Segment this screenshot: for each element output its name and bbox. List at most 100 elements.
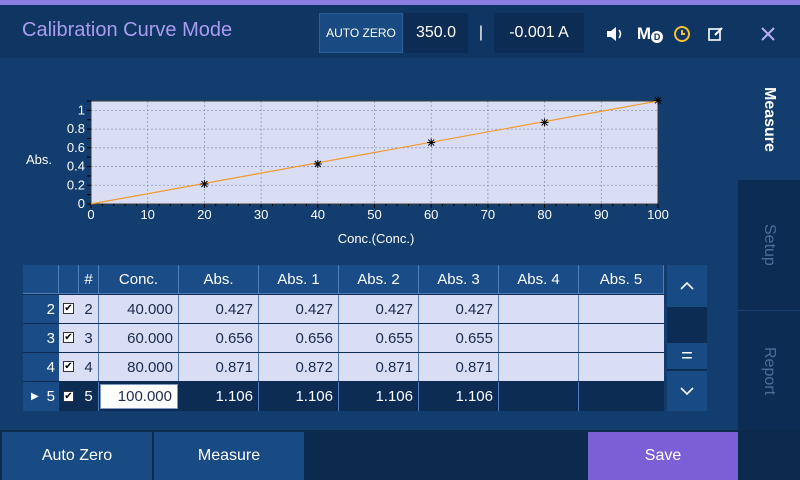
- x-tick-label: 0: [87, 207, 94, 222]
- x-tick-label: 80: [537, 207, 551, 222]
- cell-abs: 0.871: [179, 353, 259, 381]
- cell-abs: 0.427: [179, 295, 259, 323]
- conc-edit-field[interactable]: 100.000: [100, 384, 178, 409]
- data-point: [200, 179, 209, 188]
- scroll-page-button[interactable]: =: [667, 343, 707, 369]
- chevron-up-icon: [680, 281, 694, 290]
- readout-separator: |: [478, 24, 484, 41]
- cell-abs3: 1.106: [419, 382, 499, 411]
- cell-abs2: 0.427: [339, 295, 419, 323]
- table-row[interactable]: [59, 324, 664, 352]
- row-index[interactable]: 4: [23, 353, 59, 381]
- cell-abs4: [499, 382, 579, 411]
- chart-points: [200, 96, 662, 188]
- tab-setup[interactable]: Setup: [738, 180, 800, 310]
- chart-axes: [87, 100, 659, 208]
- tab-setup-label: Setup: [761, 224, 778, 266]
- speaker-icon[interactable]: [604, 23, 626, 45]
- header-abs[interactable]: Abs.: [179, 265, 259, 294]
- cell-num: 3: [79, 324, 99, 352]
- x-tick-label: 60: [424, 207, 438, 222]
- tab-measure-label: Measure: [761, 86, 778, 152]
- tab-measure[interactable]: Measure: [738, 58, 800, 180]
- cell-num: 4: [79, 353, 99, 381]
- close-icon[interactable]: [757, 23, 779, 45]
- cell-abs: 1.106: [179, 382, 259, 411]
- page-title: Calibration Curve Mode: [22, 19, 233, 41]
- marker-stroke: [427, 139, 435, 146]
- cell-abs3: 0.427: [419, 295, 499, 323]
- row-index[interactable]: 2: [23, 295, 59, 323]
- mb-sub-letter: D: [651, 31, 664, 43]
- header-conc[interactable]: Conc.: [99, 265, 179, 294]
- row-checkbox[interactable]: ✔: [63, 331, 74, 343]
- row-checkbox[interactable]: ✔: [63, 302, 74, 314]
- header-abs5[interactable]: Abs. 5: [579, 265, 664, 294]
- data-table: # Conc. Abs. Abs. 1 Abs. 2 Abs. 3 Abs. 4…: [23, 265, 664, 411]
- cell-conc[interactable]: 60.000: [99, 324, 179, 352]
- cell-num: 2: [79, 295, 99, 323]
- y-tick-label: 0.4: [67, 159, 85, 174]
- wavelength-readout: 350.0: [404, 13, 468, 53]
- x-tick-label: 70: [481, 207, 495, 222]
- cell-abs4: [499, 353, 579, 381]
- header-abs1[interactable]: Abs. 1: [259, 265, 339, 294]
- top-accent-bar: [0, 0, 800, 5]
- x-tick-label: 20: [197, 207, 211, 222]
- cell-num: 5: [79, 382, 99, 411]
- row-pointer-icon: ▶: [30, 391, 39, 402]
- cell-abs5: [579, 324, 664, 352]
- header-corner: [23, 265, 59, 294]
- chevron-down-icon: [680, 387, 694, 396]
- header-abs3[interactable]: Abs. 3: [419, 265, 499, 294]
- header-check-col: [59, 265, 79, 294]
- chart-fit-line-group: [90, 100, 659, 205]
- header-bar: Calibration Curve Mode AUTO ZERO 350.0 |…: [0, 5, 800, 58]
- clock-icon[interactable]: [671, 23, 693, 45]
- data-point: [427, 138, 436, 147]
- cell-abs1: 0.872: [259, 353, 339, 381]
- row-index-label: 5: [46, 388, 55, 405]
- row-index-active[interactable]: ▶ 5: [23, 382, 59, 411]
- scroll-up-button[interactable]: [667, 265, 707, 307]
- table-row[interactable]: [59, 353, 664, 381]
- header-abs2[interactable]: Abs. 2: [339, 265, 419, 294]
- header-num[interactable]: #: [79, 265, 99, 294]
- x-tick-label: 30: [254, 207, 268, 222]
- cell-abs2: 0.655: [339, 324, 419, 352]
- table-scroll-controls: =: [667, 265, 707, 411]
- y-tick-label: 0.2: [67, 177, 85, 192]
- y-tick-label: 0.8: [67, 121, 85, 136]
- data-point: [654, 96, 662, 105]
- cell-conc[interactable]: 80.000: [99, 353, 179, 381]
- y-tick-label: 0.6: [67, 140, 85, 155]
- table-row[interactable]: [59, 295, 664, 323]
- cell-abs5: [579, 382, 664, 411]
- marker-stroke: [654, 97, 662, 104]
- fit-line: [90, 100, 659, 205]
- method-db-icon[interactable]: M D: [636, 23, 664, 45]
- cell-abs5: [579, 353, 664, 381]
- chart-x-label: Conc.(Conc.): [338, 231, 415, 246]
- measure-button[interactable]: Measure: [154, 432, 304, 480]
- header-abs4[interactable]: Abs. 4: [499, 265, 579, 294]
- save-button[interactable]: Save: [588, 432, 738, 480]
- tab-report[interactable]: Report: [738, 310, 800, 432]
- auto-zero-button[interactable]: Auto Zero: [2, 432, 152, 480]
- x-tick-label: 10: [140, 207, 154, 222]
- y-tick-label: 0: [78, 196, 85, 211]
- row-checkbox[interactable]: ✔: [63, 360, 74, 372]
- cell-abs3: 0.871: [419, 353, 499, 381]
- row-checkbox[interactable]: ✔: [63, 390, 74, 402]
- auto-zero-header-button[interactable]: AUTO ZERO: [319, 13, 403, 53]
- scroll-down-button[interactable]: [667, 371, 707, 411]
- row-index[interactable]: 3: [23, 324, 59, 352]
- cell-abs: 0.656: [179, 324, 259, 352]
- cell-conc[interactable]: 40.000: [99, 295, 179, 323]
- chart-y-label: Abs.: [26, 152, 52, 167]
- data-point: [540, 118, 549, 127]
- edit-icon[interactable]: [705, 23, 727, 45]
- cell-abs2: 1.106: [339, 382, 419, 411]
